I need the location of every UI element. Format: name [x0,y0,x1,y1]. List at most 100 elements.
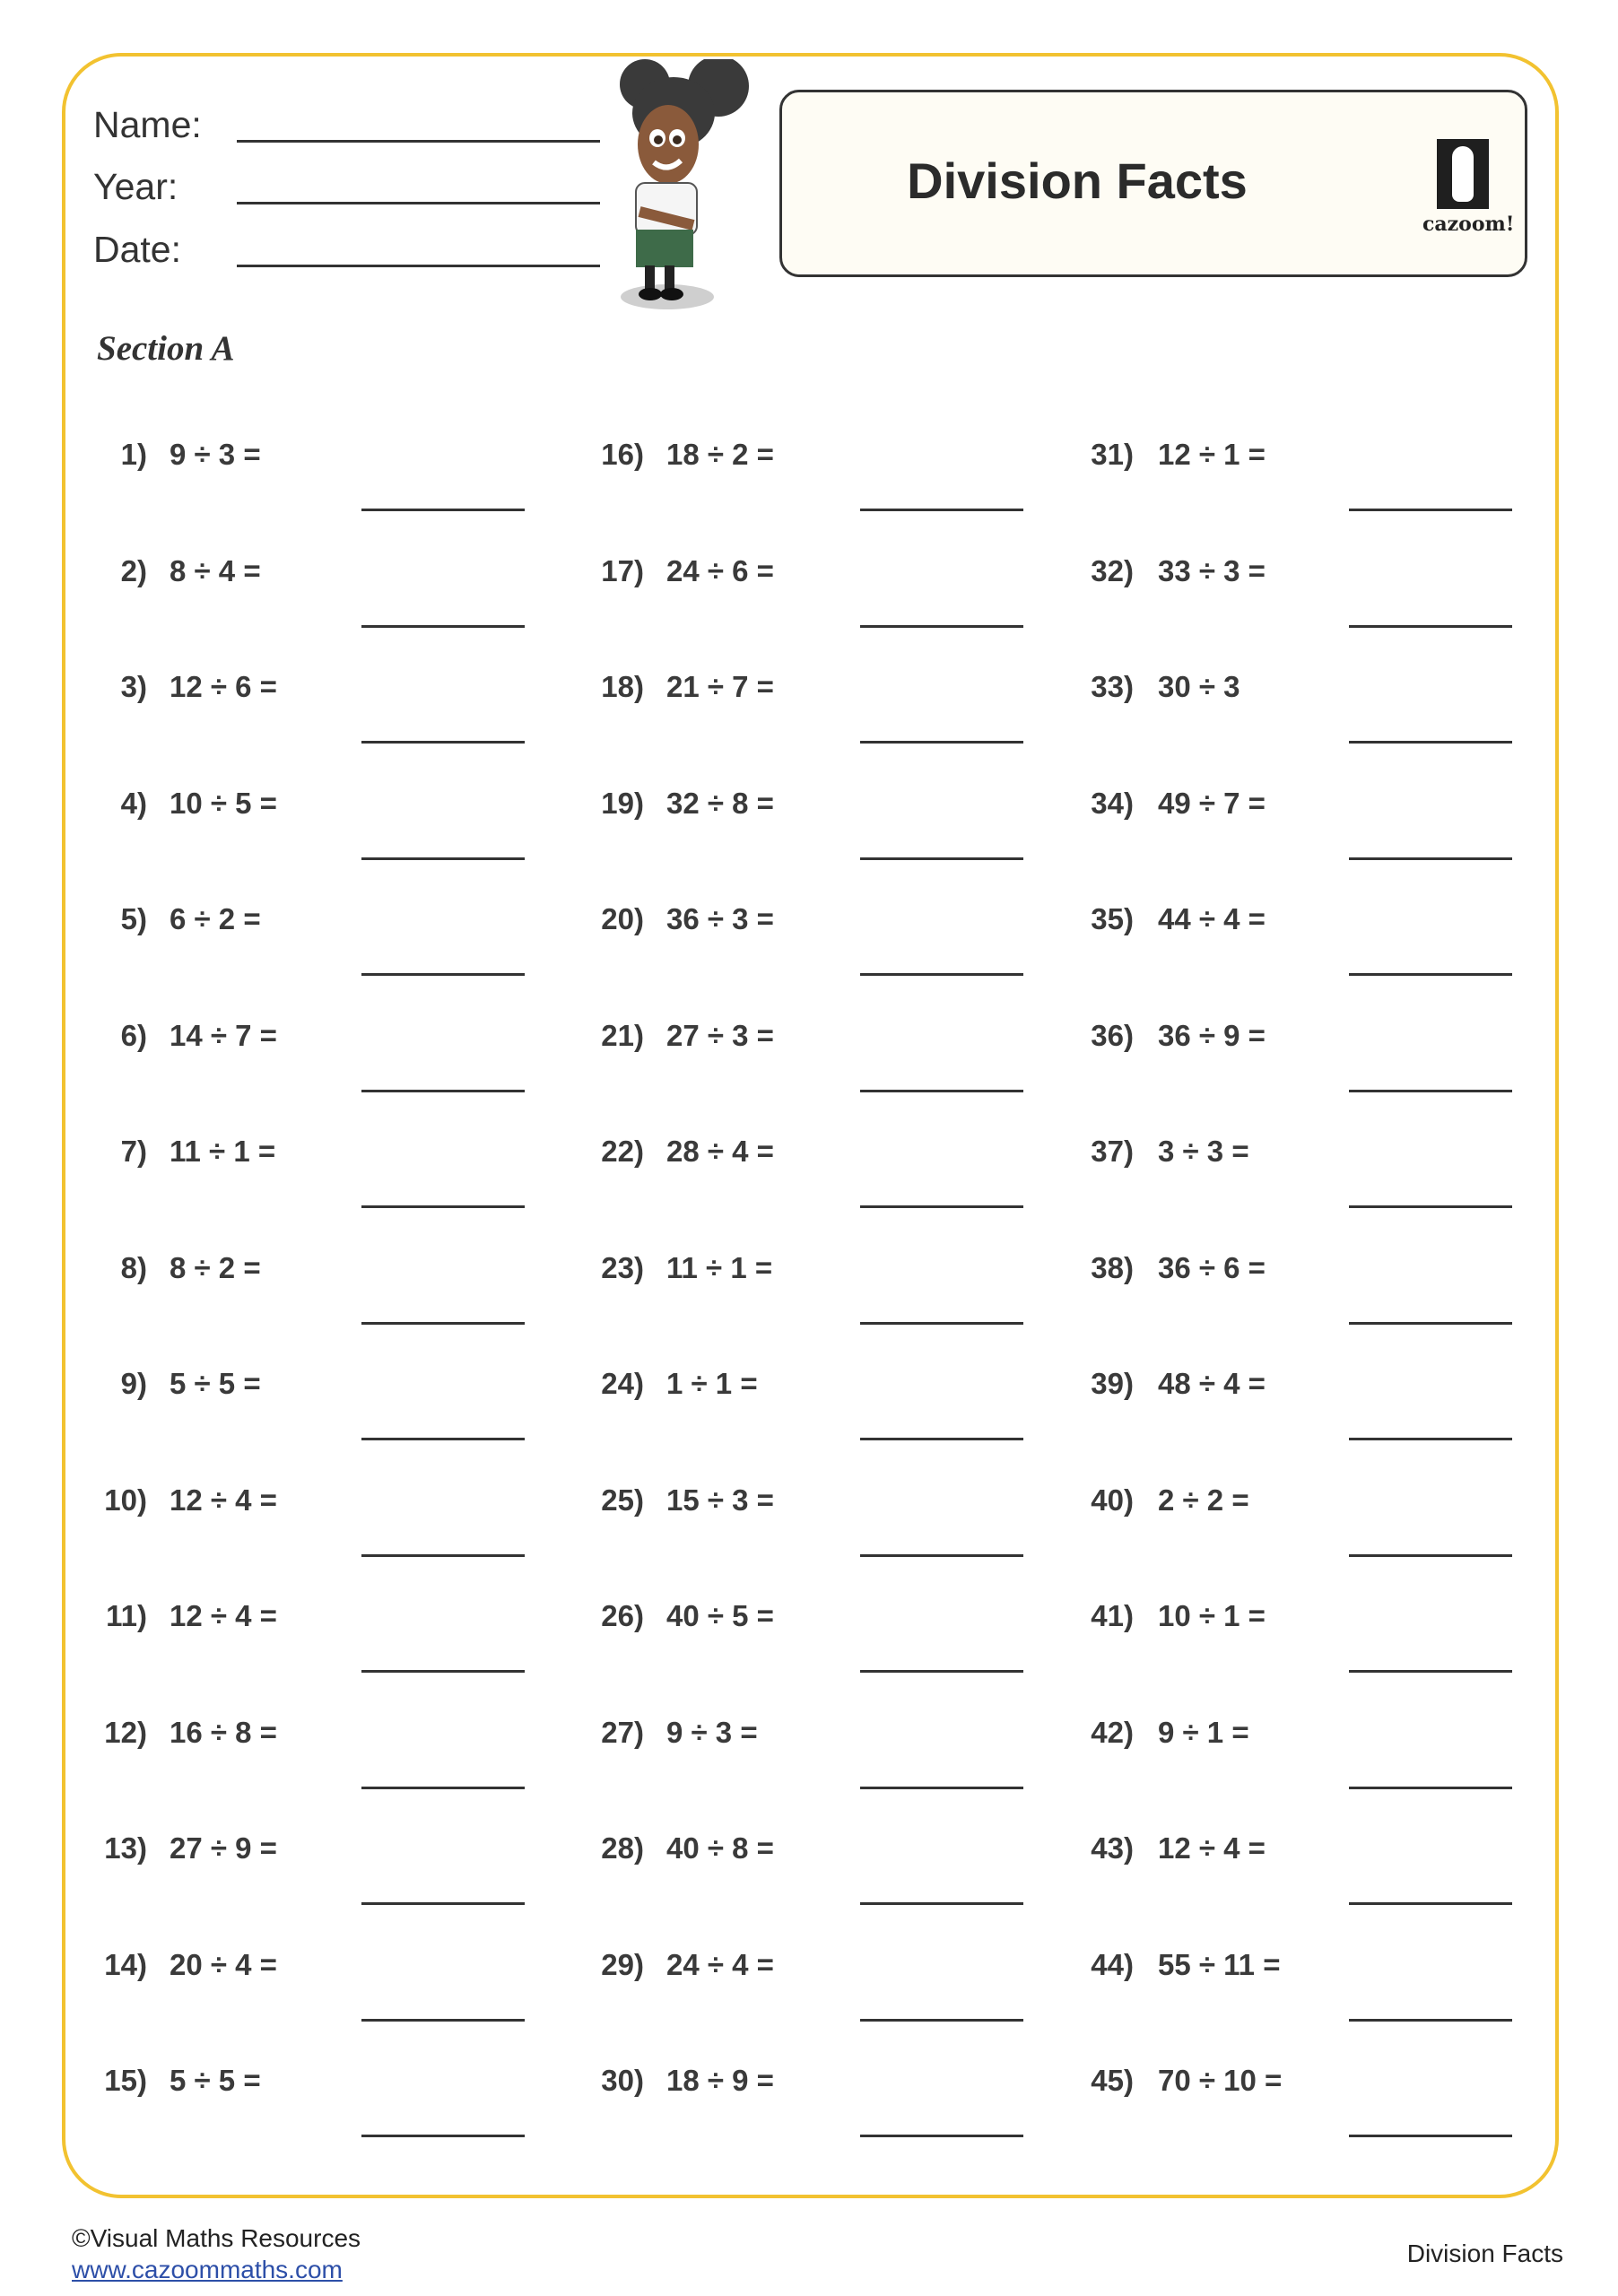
question-expression: 5 ÷ 5 = [170,2064,261,2097]
question-number: 4) [120,786,147,820]
question-number: 45) [1091,2064,1134,2097]
question-number: 37) [1091,1135,1134,1168]
question-number: 23) [601,1250,644,1284]
answer-line[interactable] [860,1786,1023,1789]
answer-line[interactable] [860,1321,1023,1325]
answer-line[interactable] [1349,1786,1512,1789]
answer-line[interactable] [361,973,525,976]
answer-line[interactable] [361,624,525,628]
answer-line[interactable] [860,1089,1023,1092]
question-number: 36) [1091,1018,1134,1052]
answer-line[interactable] [860,741,1023,744]
answer-line[interactable] [361,1553,525,1557]
answer-line[interactable] [860,2135,1023,2137]
question-number: 33) [1091,670,1134,703]
title-box: Division Facts cazoom! [779,90,1527,277]
question-expression: 12 ÷ 4 = [170,1483,277,1517]
question-expression: 12 ÷ 6 = [170,670,277,703]
answer-line[interactable] [361,1205,525,1208]
question-number: 6) [120,1018,147,1052]
question-expression: 12 ÷ 1 = [1158,438,1266,471]
cazoom-logo-icon [1437,139,1489,209]
question-expression: 18 ÷ 9 = [666,2064,774,2097]
question-number: 25) [601,1483,644,1517]
question-expression: 18 ÷ 2 = [666,438,774,471]
question-expression: 9 ÷ 1 = [1158,1715,1249,1749]
answer-line[interactable] [1349,1670,1512,1673]
question-expression: 11 ÷ 1 = [666,1250,773,1284]
question-number: 11) [106,1599,147,1632]
answer-line[interactable] [361,2018,525,2022]
date-field[interactable] [237,265,600,267]
answer-line[interactable] [1349,1438,1512,1440]
question-number: 19) [601,786,644,820]
question-expression: 5 ÷ 5 = [170,1367,261,1400]
question-number: 39) [1091,1367,1134,1400]
question-number: 9) [120,1367,147,1400]
question-expression: 44 ÷ 4 = [1158,902,1266,935]
question-expression: 2 ÷ 2 = [1158,1483,1249,1517]
answer-line[interactable] [860,1902,1023,1905]
question-number: 22) [601,1135,644,1168]
answer-line[interactable] [860,1670,1023,1673]
answer-line[interactable] [1349,973,1512,976]
worksheet-title: Division Facts [907,152,1248,209]
answer-line[interactable] [361,1089,525,1092]
answer-line[interactable] [361,1670,525,1673]
answer-line[interactable] [361,1321,525,1325]
question-expression: 27 ÷ 9 = [170,1831,277,1865]
question-expression: 21 ÷ 7 = [666,670,774,703]
year-label: Year: [93,166,178,207]
question-expression: 49 ÷ 7 = [1158,786,1266,820]
question-number: 8) [120,1250,147,1284]
answer-line[interactable] [860,1205,1023,1208]
footer-link[interactable]: www.cazoommaths.com [72,2256,343,2283]
question-number: 5) [120,902,147,935]
question-number: 28) [601,1831,644,1865]
answer-line[interactable] [860,973,1023,976]
answer-line[interactable] [361,1438,525,1440]
question-expression: 9 ÷ 3 = [666,1715,758,1749]
question-expression: 14 ÷ 7 = [170,1018,277,1052]
answer-line[interactable] [1349,741,1512,744]
footer-title: Division Facts [1406,2239,1563,2267]
question-number: 18) [601,670,644,703]
answer-line[interactable] [860,2018,1023,2022]
answer-line[interactable] [1349,509,1512,511]
answer-line[interactable] [860,509,1023,511]
question-number: 7) [120,1135,147,1168]
answer-line[interactable] [1349,2135,1512,2137]
question-expression: 30 ÷ 3 [1158,670,1240,703]
question-expression: 70 ÷ 10 = [1158,2064,1283,2097]
answer-line[interactable] [1349,1089,1512,1092]
answer-line[interactable] [361,509,525,511]
section-title: Section A [97,329,235,368]
question-number: 16) [601,438,644,471]
answer-line[interactable] [361,1786,525,1789]
answer-line[interactable] [361,741,525,744]
question-expression: 33 ÷ 3 = [1158,553,1266,587]
answer-line[interactable] [860,1438,1023,1440]
answer-line[interactable] [1349,1205,1512,1208]
answer-line[interactable] [361,2135,525,2137]
answer-line[interactable] [1349,1321,1512,1325]
answer-line[interactable] [860,624,1023,628]
answer-line[interactable] [1349,2018,1512,2022]
question-number: 27) [601,1715,644,1749]
question-expression: 10 ÷ 5 = [170,786,277,820]
question-number: 32) [1091,553,1134,587]
answer-line[interactable] [860,1553,1023,1557]
answer-line[interactable] [1349,624,1512,628]
question-number: 3) [120,670,147,703]
answer-line[interactable] [361,857,525,860]
answer-line[interactable] [1349,857,1512,860]
question-expression: 24 ÷ 4 = [666,1947,774,1981]
answer-line[interactable] [860,857,1023,860]
answer-line[interactable] [1349,1902,1512,1905]
question-expression: 40 ÷ 8 = [666,1831,774,1865]
year-field[interactable] [237,202,600,204]
name-field[interactable] [237,140,600,143]
answer-line[interactable] [361,1902,525,1905]
answer-line[interactable] [1349,1553,1512,1557]
question-number: 12) [104,1715,147,1749]
